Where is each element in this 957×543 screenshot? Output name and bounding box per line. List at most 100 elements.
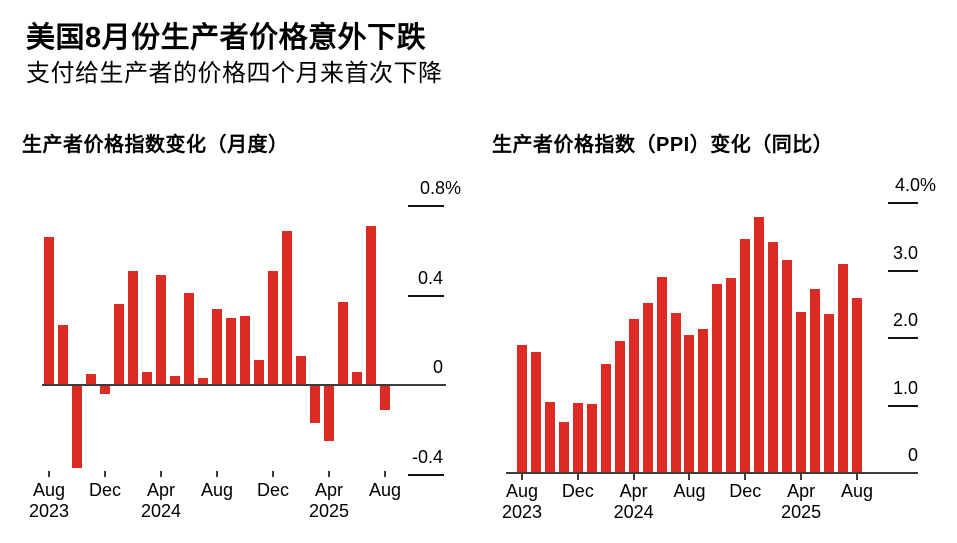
- x-tick-mark: [216, 471, 218, 477]
- bar-Jan-2024: [114, 304, 124, 385]
- bar-Jan-2025: [282, 230, 292, 385]
- y-tick-label: 0.4: [417, 267, 443, 288]
- bar-Jun-2024: [184, 293, 194, 385]
- x-tick-label: Apr: [787, 481, 816, 501]
- x-tick-mark: [688, 474, 691, 480]
- x-tick-label: Aug: [840, 481, 873, 501]
- chart-yoy-title: 生产者价格指数（PPI）变化（同比）: [492, 134, 834, 156]
- bar-Mar-2025: [310, 385, 320, 424]
- x-year-label: 2024: [613, 502, 654, 522]
- x-tick-mark: [48, 471, 50, 477]
- bar-Nov-2024: [726, 277, 737, 473]
- bar-Jan-2024: [586, 404, 597, 473]
- y-tick-label: 4.0%: [894, 175, 936, 195]
- x-tick-label: Apr: [146, 480, 175, 500]
- bar-Mar-2025: [782, 260, 793, 473]
- x-tick-mark: [104, 471, 106, 477]
- x-tick-mark: [800, 474, 803, 480]
- bar-Jul-2024: [670, 313, 681, 473]
- x-tick-label: Aug: [505, 481, 539, 501]
- x-tick-mark: [855, 474, 858, 480]
- chart-yoy-plot: 4.0% 3.0 2.0 1.0 0 Aug 2023 Dec Apr 2024 Aug Dec Apr…: [492, 160, 954, 540]
- x-tick-mark: [328, 471, 330, 477]
- bar-Dec-2023: [100, 385, 110, 394]
- x-tick-mark: [272, 471, 274, 477]
- bar-Feb-2025: [296, 355, 306, 385]
- bar-Jul-2025: [366, 226, 376, 385]
- y-tick-label: 2.0: [892, 310, 918, 330]
- bar-Aug-2023: [517, 345, 527, 473]
- x-tick-label: Aug: [32, 480, 66, 500]
- x-tick-label: Aug: [673, 481, 706, 501]
- x-tick-label: Dec: [561, 481, 594, 501]
- x-tick-label: Dec: [729, 481, 762, 501]
- x-year-label: 2023: [501, 502, 543, 522]
- x-tick-mark: [521, 474, 523, 480]
- y-tick-label: 3.0: [892, 242, 918, 263]
- bar-Feb-2024: [128, 270, 138, 385]
- bar-Jul-2024: [198, 378, 208, 385]
- bar-Dec-2024: [740, 238, 751, 473]
- x-tick-mark: [632, 474, 635, 480]
- bar-May-2024: [170, 376, 180, 385]
- bar-Sep-2024: [226, 317, 236, 385]
- y-tick-label: 0: [907, 445, 918, 465]
- y-tick-line: [888, 337, 918, 339]
- bar-Oct-2024: [712, 284, 723, 473]
- y-tick-label: -0.4: [411, 446, 443, 467]
- bar-Aug-2023: [44, 237, 54, 385]
- x-tick-mark: [576, 474, 579, 480]
- bar-Aug-2025: [851, 297, 862, 473]
- bar-Sep-2023: [530, 351, 541, 473]
- y-tick-line: [888, 269, 918, 272]
- y-tick-line: [408, 473, 444, 476]
- bar-Oct-2023: [72, 385, 82, 468]
- chart-monthly-plot: 0.8% 0.4 0 -0.4 Aug 2023 Dec Apr 2024 Aug Dec Apr 20…: [22, 160, 484, 540]
- page-title: 美国8月份生产者价格意外下跌: [26, 22, 427, 54]
- x-tick-label: Apr: [619, 481, 648, 501]
- bar-Jun-2025: [824, 313, 835, 473]
- y-tick-line: [888, 202, 918, 204]
- bar-Jun-2025: [352, 371, 362, 385]
- x-tick-label: Dec: [256, 480, 289, 500]
- bar-Jan-2025: [754, 217, 765, 473]
- x-tick-mark: [744, 474, 747, 480]
- y-tick-label: 0: [432, 357, 443, 377]
- bar-Mar-2024: [142, 371, 152, 385]
- bar-Nov-2024: [254, 360, 264, 385]
- bar-Mar-2024: [614, 341, 625, 473]
- bar-Aug-2024: [684, 334, 695, 473]
- bar-May-2025: [810, 289, 821, 473]
- x-tick-mark: [160, 471, 162, 477]
- x-tick-label: Dec: [88, 480, 121, 500]
- bar-May-2025: [338, 302, 348, 385]
- bar-Feb-2024: [600, 364, 611, 473]
- bar-Nov-2023: [558, 422, 569, 473]
- y-tick-line: [408, 294, 444, 297]
- x-year-label: 2025: [308, 501, 350, 521]
- bar-Apr-2024: [156, 275, 166, 385]
- bar-Nov-2023: [86, 373, 96, 385]
- bar-Sep-2023: [58, 324, 68, 385]
- y-tick-line: [888, 404, 918, 407]
- bar-Feb-2025: [768, 242, 779, 473]
- x-tick-label: Aug: [200, 480, 234, 500]
- zero-axis-line: [506, 472, 918, 474]
- bar-Oct-2024: [240, 315, 250, 385]
- y-tick-label: 0.8%: [419, 178, 461, 198]
- bar-Dec-2024: [268, 270, 278, 385]
- bar-Aug-2025: [380, 385, 390, 410]
- bar-May-2024: [642, 302, 653, 473]
- x-year-label: 2024: [140, 501, 182, 521]
- bar-Dec-2023: [572, 402, 583, 473]
- bar-Apr-2024: [628, 319, 639, 473]
- zero-axis-line: [42, 384, 446, 386]
- bar-Oct-2023: [544, 402, 555, 473]
- x-tick-label: Aug: [368, 480, 402, 500]
- x-year-label: 2025: [781, 502, 822, 522]
- x-year-label: 2023: [28, 501, 70, 521]
- bar-Jul-2025: [838, 264, 849, 473]
- y-tick-line: [408, 205, 444, 207]
- chart-monthly-title: 生产者价格指数变化（月度）: [22, 134, 289, 156]
